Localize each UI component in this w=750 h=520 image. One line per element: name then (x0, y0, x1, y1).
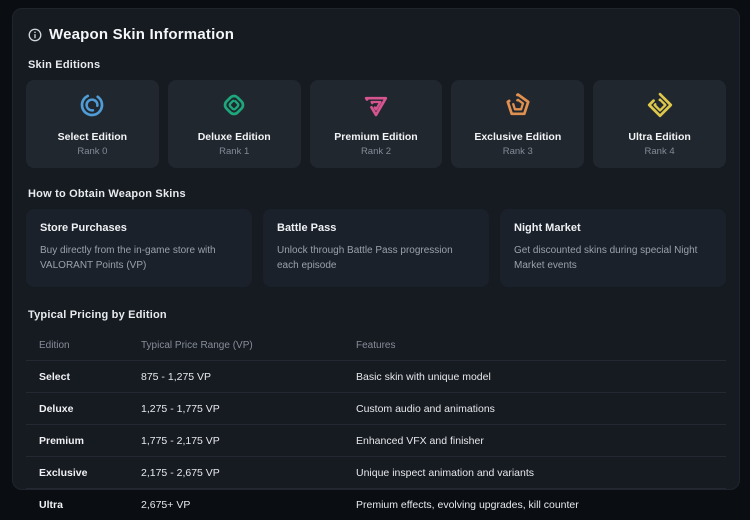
table-row-exclusive: Exclusive 2,175 - 2,675 VP Unique inspec… (26, 456, 726, 488)
pricing-table: Edition Typical Price Range (VP) Feature… (26, 330, 726, 520)
cell-features: Enhanced VFX and finisher (356, 435, 713, 447)
select-edition-icon (77, 90, 107, 120)
obtain-card-title: Night Market (514, 222, 712, 234)
cell-price: 2,175 - 2,675 VP (141, 467, 356, 479)
edition-name: Ultra Edition (599, 131, 720, 143)
ultra-edition-icon (645, 90, 675, 120)
obtain-card-store-purchases[interactable]: Store Purchases Buy directly from the in… (26, 209, 252, 287)
cell-edition: Premium (39, 435, 141, 447)
cell-features: Custom audio and animations (356, 403, 713, 415)
page-title: Weapon Skin Information (49, 26, 234, 43)
cell-features: Unique inspect animation and variants (356, 467, 713, 479)
cell-price: 1,275 - 1,775 VP (141, 403, 356, 415)
obtain-card-description: Buy directly from the in-game store with… (40, 243, 238, 273)
cell-price: 875 - 1,275 VP (141, 371, 356, 383)
edition-rank: Rank 1 (174, 146, 295, 157)
obtain-card-description: Unlock through Battle Pass progression e… (277, 243, 475, 273)
column-header-features: Features (356, 340, 713, 351)
pricing-section-label: Typical Pricing by Edition (28, 309, 726, 321)
cell-edition: Exclusive (39, 467, 141, 479)
cell-features: Basic skin with unique model (356, 371, 713, 383)
edition-card-ultra[interactable]: Ultra Edition Rank 4 (593, 80, 726, 168)
premium-edition-icon (361, 90, 391, 120)
obtain-card-title: Store Purchases (40, 222, 238, 234)
obtain-card-row: Store Purchases Buy directly from the in… (26, 209, 726, 287)
edition-card-row: Select Edition Rank 0 Deluxe Edition Ran… (26, 80, 726, 168)
edition-card-exclusive[interactable]: Exclusive Edition Rank 3 (451, 80, 584, 168)
edition-name: Select Edition (32, 131, 153, 143)
edition-card-deluxe[interactable]: Deluxe Edition Rank 1 (168, 80, 301, 168)
edition-name: Premium Edition (316, 131, 437, 143)
deluxe-edition-icon (219, 90, 249, 120)
obtain-section-label: How to Obtain Weapon Skins (28, 188, 726, 200)
edition-card-premium[interactable]: Premium Edition Rank 2 (310, 80, 443, 168)
skin-editions-label: Skin Editions (28, 59, 726, 71)
exclusive-edition-icon (503, 90, 533, 120)
edition-card-select[interactable]: Select Edition Rank 0 (26, 80, 159, 168)
column-header-price: Typical Price Range (VP) (141, 340, 356, 351)
obtain-card-title: Battle Pass (277, 222, 475, 234)
edition-rank: Rank 3 (457, 146, 578, 157)
cell-edition: Deluxe (39, 403, 141, 415)
edition-name: Exclusive Edition (457, 131, 578, 143)
table-row-premium: Premium 1,775 - 2,175 VP Enhanced VFX an… (26, 424, 726, 456)
cell-price: 2,675+ VP (141, 499, 356, 511)
info-icon (28, 28, 42, 42)
edition-name: Deluxe Edition (174, 131, 295, 143)
obtain-card-night-market[interactable]: Night Market Get discounted skins during… (500, 209, 726, 287)
edition-rank: Rank 0 (32, 146, 153, 157)
obtain-card-battle-pass[interactable]: Battle Pass Unlock through Battle Pass p… (263, 209, 489, 287)
column-header-edition: Edition (39, 340, 141, 351)
weapon-skin-info-panel: Weapon Skin Information Skin Editions Se… (12, 8, 740, 490)
panel-header: Weapon Skin Information (28, 26, 726, 43)
cell-price: 1,775 - 2,175 VP (141, 435, 356, 447)
table-row-select: Select 875 - 1,275 VP Basic skin with un… (26, 360, 726, 392)
cell-edition: Select (39, 371, 141, 383)
edition-rank: Rank 4 (599, 146, 720, 157)
cell-edition: Ultra (39, 499, 141, 511)
table-row-ultra: Ultra 2,675+ VP Premium effects, evolvin… (26, 488, 726, 520)
table-row-deluxe: Deluxe 1,275 - 1,775 VP Custom audio and… (26, 392, 726, 424)
pricing-table-header: Edition Typical Price Range (VP) Feature… (26, 330, 726, 360)
edition-rank: Rank 2 (316, 146, 437, 157)
cell-features: Premium effects, evolving upgrades, kill… (356, 499, 713, 511)
obtain-card-description: Get discounted skins during special Nigh… (514, 243, 712, 273)
